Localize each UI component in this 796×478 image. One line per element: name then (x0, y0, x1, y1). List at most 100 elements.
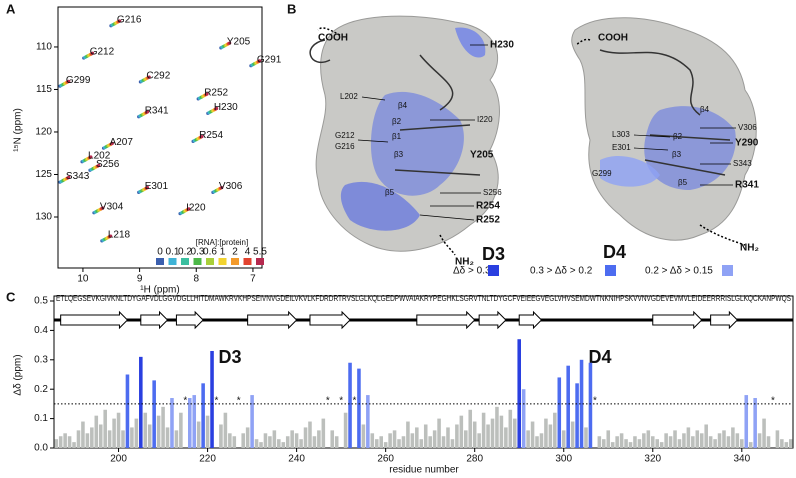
bar (637, 439, 642, 448)
y-tick-label: 115 (36, 84, 52, 95)
bar (659, 442, 664, 448)
peak (191, 134, 204, 143)
bar (219, 424, 223, 448)
strand-arrow (518, 310, 543, 330)
legend-label: 0.2 (178, 247, 192, 258)
legend-label: 2 (232, 247, 238, 258)
bar (361, 424, 366, 448)
bar (441, 436, 446, 448)
bar (762, 418, 766, 448)
bar (112, 418, 116, 448)
bar (383, 442, 388, 448)
bar (717, 433, 722, 448)
bar (486, 424, 490, 448)
bar (619, 433, 624, 448)
bar (708, 436, 713, 448)
bar (348, 362, 352, 448)
bar (628, 442, 633, 448)
peak-label: G212 (90, 47, 115, 58)
peak (92, 206, 105, 215)
bar (673, 430, 677, 448)
peak (109, 19, 122, 28)
legend-label: 1 (220, 247, 226, 258)
peak-dot (118, 19, 122, 23)
bar (54, 439, 59, 448)
strand-label: β1 (392, 132, 402, 141)
leader-lines (633, 127, 736, 186)
strand-arrow (652, 310, 703, 330)
peak-dot (258, 59, 262, 63)
strand-arrow (710, 310, 739, 330)
bar (299, 439, 303, 448)
asterisk: * (339, 396, 343, 407)
bar (67, 436, 72, 448)
bar (548, 424, 553, 448)
bar (268, 436, 272, 448)
legend-swatch (168, 258, 177, 265)
legend-swatch (488, 265, 499, 276)
bar (780, 439, 784, 448)
asterisk: * (771, 396, 775, 407)
panel-label: C (6, 289, 16, 304)
bar (130, 427, 134, 448)
peak-label: G299 (66, 75, 91, 86)
bar (566, 365, 570, 448)
peak-label: R252 (204, 88, 228, 99)
bar (766, 436, 771, 448)
bar (579, 359, 584, 448)
legend-label: 0.6 (203, 247, 217, 258)
domain-label: D3 (218, 347, 241, 367)
strand-arrow (478, 310, 507, 330)
legend-label: 0.3 (191, 247, 205, 258)
strand-label: β3 (394, 150, 404, 159)
legend-swatch (605, 265, 616, 276)
y-tick-label: 0.4 (34, 325, 48, 336)
asterisk: * (215, 396, 219, 407)
peak (58, 175, 71, 184)
bar (94, 415, 99, 448)
bar (401, 436, 406, 448)
bar (650, 436, 655, 448)
bar (116, 412, 121, 448)
bar (254, 439, 259, 448)
peak (219, 41, 232, 50)
peak-label: G216 (117, 14, 142, 25)
bar (539, 433, 544, 448)
bar (521, 389, 526, 448)
bar (570, 421, 575, 448)
bar (557, 377, 562, 448)
bar (374, 439, 379, 448)
legend-swatch (193, 258, 202, 265)
bar (357, 368, 361, 448)
residue-label: E301 (612, 143, 631, 152)
bar (259, 442, 263, 448)
bar (205, 415, 210, 448)
bar (686, 427, 691, 448)
bar (512, 418, 517, 448)
bar (464, 430, 468, 448)
peak (211, 185, 224, 194)
peak-dot (67, 175, 71, 179)
y-tick-label: 110 (36, 42, 52, 53)
y-tick-label: 0.3 (34, 354, 48, 365)
bar (58, 436, 63, 448)
bar (459, 415, 464, 448)
strand-label: β4 (398, 101, 408, 110)
bar (192, 395, 197, 448)
bar (290, 430, 294, 448)
x-tick-label: 200 (110, 454, 127, 465)
residue-label: Y290 (735, 138, 759, 149)
peak-dot (67, 79, 71, 83)
peak-label: Y205 (227, 36, 251, 47)
bar (343, 412, 348, 448)
asterisk: * (326, 396, 330, 407)
peak (88, 163, 101, 172)
peak-dot (187, 207, 191, 211)
peak (80, 155, 93, 164)
peak-label: S256 (96, 159, 120, 170)
bar (156, 415, 161, 448)
bar (668, 436, 673, 448)
peak-dot (215, 106, 219, 111)
peak (137, 185, 150, 194)
